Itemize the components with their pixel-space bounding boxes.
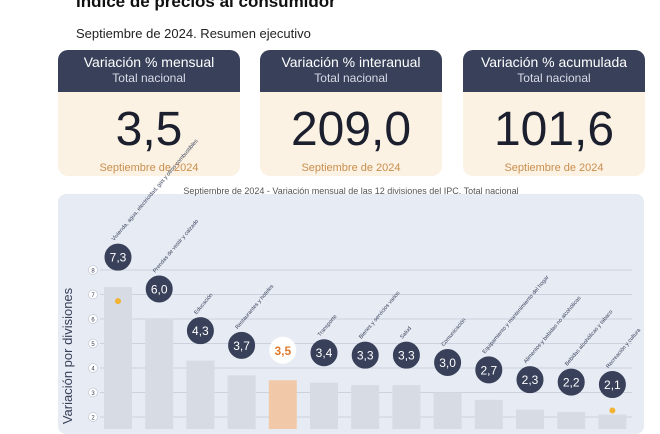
highlight-dot [115, 298, 121, 305]
bar [310, 382, 338, 429]
phone-icon [434, 349, 462, 376]
y-tick-marker [88, 265, 98, 275]
bar [557, 412, 586, 429]
label-layer: 7,3 Vivienda, agua, electricidad, gas y o… [104, 138, 643, 414]
y-tick-label: 3 [91, 391, 95, 397]
bar [474, 399, 503, 429]
card-subtitle: Total nacional [517, 71, 591, 85]
bar [598, 414, 627, 429]
y-axis-label: Variación por divisiones [60, 287, 75, 424]
card-value: 3,5 [115, 103, 183, 156]
data-label: 2,1 [604, 378, 621, 392]
y-tick-label: 2 [91, 416, 95, 422]
highlight-dot [609, 407, 616, 414]
card-subtitle: Total nacional [112, 71, 186, 85]
data-label: 3,3 [357, 349, 374, 363]
card-date: Septiembre de 2024 [99, 162, 199, 174]
y-tick-label: 4 [91, 367, 95, 373]
page-title: Índice de precios al consumidor [76, 0, 336, 11]
card-title: Variación % interanual [281, 54, 421, 70]
plate-icon [228, 331, 256, 359]
card-value: 209,0 [290, 103, 412, 156]
data-label: 6,0 [151, 283, 168, 297]
y-tick-label: 5 [91, 342, 95, 348]
card-date: Septiembre de 2024 [301, 162, 401, 174]
y-tick-marker [88, 412, 98, 422]
y-tick-marker [88, 314, 98, 324]
bar [392, 385, 421, 429]
sofa-icon [475, 356, 503, 384]
data-label: 3,0 [439, 356, 456, 370]
shirt-icon [145, 275, 173, 303]
data-label: 7,3 [110, 251, 127, 265]
data-label: 4,3 [192, 324, 209, 338]
bar [186, 360, 215, 429]
food-icon [516, 366, 544, 394]
bottle-icon [557, 368, 585, 396]
bar [516, 409, 544, 429]
interannual-variation-card: Variación % interanual Total nacional 20… [260, 50, 442, 176]
card-title: Variación % acumulada [480, 54, 628, 70]
first-aid-icon [392, 341, 420, 369]
book-icon [186, 317, 214, 345]
category-label: Recreación y cultura [605, 327, 642, 370]
data-label: 3,4 [316, 346, 333, 360]
y-tick-label: 6 [91, 318, 95, 324]
card-header: Variación % acumulada Total nacional [463, 50, 645, 92]
accumulated-variation-card: Variación % acumulada Total nacional 101… [463, 50, 645, 176]
bar-layer [104, 287, 627, 429]
data-label: 2,7 [480, 363, 497, 377]
data-label: 3,7 [233, 339, 250, 353]
y-tick-label: 8 [91, 269, 95, 275]
card-title: Variación % mensual [83, 54, 215, 70]
card-header: Variación % mensual Total nacional [58, 50, 240, 92]
y-tick-marker [88, 289, 98, 300]
category-label: Vivienda, agua, electricidad, gas y otro… [111, 138, 200, 242]
category-label: Salud [399, 326, 413, 341]
page-subtitle: Septiembre de 2024. Resumen ejecutivo [76, 26, 311, 41]
category-label: Transporte [317, 314, 339, 338]
y-tick-marker [88, 363, 98, 373]
y-tick-marker [88, 338, 98, 349]
card-value: 101,6 [493, 103, 615, 156]
house-icon [104, 243, 132, 271]
data-label: 3,5 [274, 344, 291, 358]
culture-icon [598, 371, 626, 399]
bar [227, 375, 256, 429]
category-label: Educación [193, 292, 214, 316]
y-tick-label: 7 [91, 293, 95, 299]
bar [433, 392, 462, 429]
card-date: Septiembre de 2024 [504, 162, 604, 174]
basket-icon [269, 336, 297, 364]
bar [351, 385, 380, 429]
category-label: Restaurantes y hoteles [235, 283, 276, 330]
category-label: Bebidas alcohólicas y tabaco [564, 309, 614, 367]
bar [104, 287, 132, 429]
card-header: Variación % interanual Total nacional [260, 50, 442, 92]
data-label: 2,3 [522, 373, 539, 387]
data-label: 3,3 [398, 349, 415, 363]
card-subtitle: Total nacional [314, 71, 388, 85]
data-label: 2,2 [563, 376, 580, 390]
category-label: Prendas de vestir y calzado [152, 219, 200, 275]
monthly-variation-card: Variación % mensual Total nacional 3,5 S… [58, 50, 240, 176]
y-tick-marker [88, 387, 98, 398]
chart-caption: Septiembre de 2024 - Variación mensual d… [183, 186, 519, 196]
category-label: Bienes y servicios varios [358, 290, 401, 340]
car-icon [310, 339, 338, 367]
tools-icon [351, 341, 379, 369]
bar [268, 380, 297, 429]
bar [145, 319, 174, 429]
